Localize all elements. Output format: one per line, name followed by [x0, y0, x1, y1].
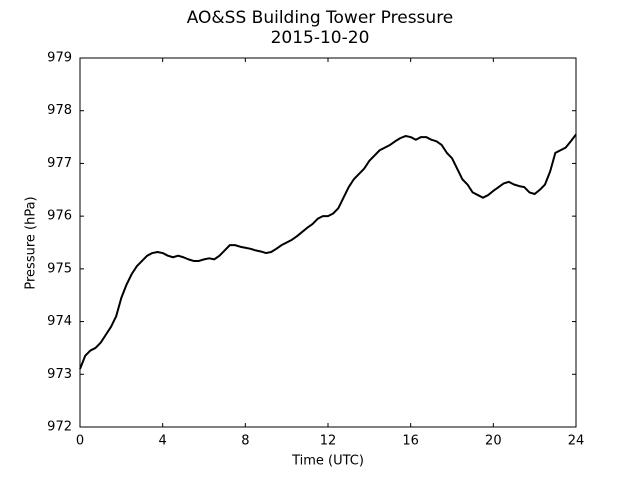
y-tick-label: 972	[47, 420, 72, 435]
chart-subtitle: 2015-10-20	[271, 28, 370, 48]
x-axis-label: Time (UTC)	[291, 454, 364, 469]
y-tick-label: 978	[47, 103, 72, 118]
x-tick-label: 24	[568, 434, 585, 449]
x-tick-label: 4	[159, 434, 167, 449]
x-tick-label: 12	[320, 434, 337, 449]
y-tick-label: 974	[47, 314, 72, 329]
y-tick-label: 977	[47, 156, 72, 171]
x-tick-label: 8	[241, 434, 249, 449]
x-tick-label: 20	[485, 434, 502, 449]
y-tick-label: 975	[47, 261, 72, 276]
x-tick-label: 16	[402, 434, 419, 449]
y-tick-label: 979	[47, 51, 72, 66]
data-line	[79, 133, 577, 370]
y-tick-label: 973	[47, 367, 72, 382]
chart-title: AO&SS Building Tower Pressure	[187, 8, 454, 28]
x-tick-label: 0	[76, 434, 84, 449]
plot-frame	[79, 57, 577, 428]
y-tick-label: 976	[47, 209, 72, 224]
y-axis-label: Pressure (hPa)	[24, 196, 39, 289]
